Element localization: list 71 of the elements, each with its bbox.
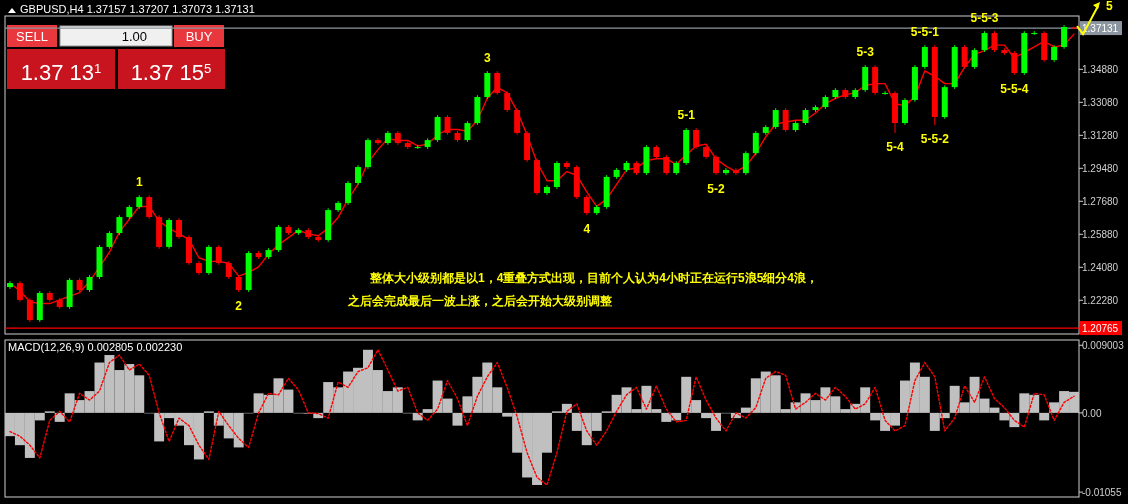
y-tick-label: 1.31280 bbox=[1082, 130, 1119, 142]
candlestick bbox=[146, 194, 153, 220]
candlestick bbox=[981, 30, 988, 53]
candlestick bbox=[504, 90, 511, 113]
annotation: 5-5-1 bbox=[910, 25, 940, 40]
candlestick bbox=[275, 224, 282, 253]
candlestick bbox=[971, 47, 978, 70]
annotation: 5-5-4 bbox=[1000, 81, 1029, 96]
y-tick-label: 1.24080 bbox=[1082, 262, 1119, 274]
candlestick bbox=[722, 167, 729, 176]
candlestick bbox=[752, 130, 759, 156]
annotation: 5-5-2 bbox=[920, 132, 950, 147]
candlestick bbox=[693, 127, 700, 150]
y-tick-label: 1.22280 bbox=[1082, 295, 1119, 307]
y-tick-label: 1.27680 bbox=[1082, 196, 1119, 208]
candlestick bbox=[901, 97, 908, 126]
candlestick bbox=[6, 280, 13, 290]
y-tick-label: 1.29480 bbox=[1082, 163, 1119, 175]
annotation: 1.37 13$^{1}$ bbox=[20, 60, 102, 85]
candlestick bbox=[434, 114, 441, 143]
annotation: 1.37 15$^{5}$ bbox=[130, 60, 212, 85]
candlestick bbox=[772, 107, 779, 130]
annotation: 5-5-3 bbox=[970, 11, 999, 26]
candlestick bbox=[862, 64, 869, 93]
annotation: 2 bbox=[235, 298, 243, 313]
candlestick bbox=[782, 107, 789, 133]
annotation: 之后会完成最后一波上涨，之后会开始大级别调整 bbox=[347, 294, 613, 308]
annotation: 5-3 bbox=[856, 45, 875, 60]
annotation: BUY bbox=[185, 29, 213, 44]
annotation: 1 bbox=[135, 175, 143, 190]
candlestick bbox=[215, 244, 222, 266]
y-tick-label: 0.009003 bbox=[1082, 340, 1125, 352]
candlestick bbox=[882, 90, 889, 96]
candlestick bbox=[583, 194, 590, 216]
y-tick-label: 0.00 bbox=[1082, 407, 1102, 419]
annotation: 整体大小级别都是以1，4重叠方式出现，目前个人认为4小时正在运行5浪5细分4浪， bbox=[369, 271, 819, 285]
bar bbox=[452, 412, 463, 426]
candlestick bbox=[563, 160, 570, 170]
chart-title: GBPUSD,H4 1.37157 1.37207 1.37073 1.37131 bbox=[20, 3, 255, 15]
candlestick bbox=[1011, 50, 1018, 76]
candlestick bbox=[961, 44, 968, 70]
y-tick-label: 1.25880 bbox=[1082, 229, 1119, 241]
candlestick bbox=[116, 214, 123, 236]
candlestick bbox=[713, 154, 720, 176]
ref-line-label: 1.20765 bbox=[1082, 323, 1119, 335]
annotation: 5-1 bbox=[677, 108, 696, 123]
candlestick bbox=[464, 120, 471, 143]
candlestick bbox=[1061, 24, 1068, 50]
chart-title: MACD(12,26,9) 0.002805 0.002230 bbox=[8, 341, 183, 353]
annotation: 3 bbox=[483, 51, 491, 66]
candlestick bbox=[374, 137, 381, 146]
text: 5 bbox=[1106, 0, 1114, 13]
candlestick bbox=[345, 180, 352, 206]
candlestick bbox=[742, 150, 749, 176]
y-tick-label: -0.01055 bbox=[1082, 487, 1122, 499]
candlestick bbox=[663, 154, 670, 176]
candlestick bbox=[732, 167, 739, 176]
annotation: 1.00 bbox=[121, 29, 147, 44]
y-tick-label: 1.33080 bbox=[1082, 97, 1119, 109]
candlestick bbox=[921, 44, 928, 70]
annotation: 4 bbox=[583, 221, 591, 236]
candlestick bbox=[514, 107, 521, 136]
candlestick bbox=[494, 70, 501, 96]
candlestick bbox=[176, 217, 183, 240]
annotation: SELL bbox=[16, 29, 48, 44]
annotation: 5-4 bbox=[886, 139, 905, 154]
y-tick-label: 1.34880 bbox=[1082, 64, 1119, 76]
bar bbox=[1039, 412, 1050, 421]
candlestick bbox=[444, 114, 451, 136]
candlestick bbox=[355, 164, 362, 186]
annotation: 5-2 bbox=[707, 181, 726, 196]
